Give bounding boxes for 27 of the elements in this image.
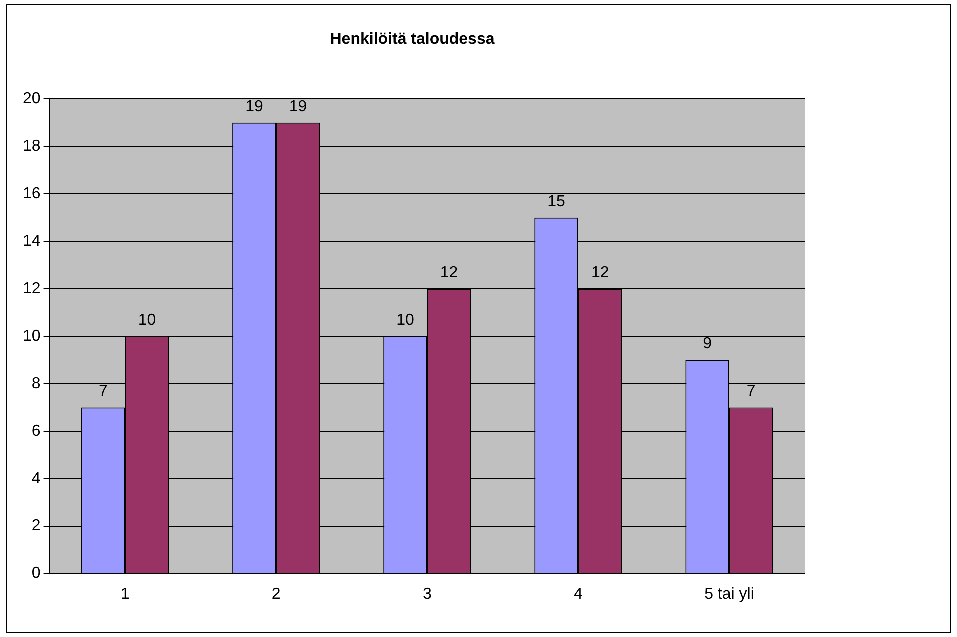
y-tick-label: 12 <box>23 280 41 298</box>
y-tick-label: 14 <box>23 232 41 250</box>
x-tick-label: 4 <box>574 586 583 603</box>
data-label: 10 <box>138 312 156 329</box>
data-label: 19 <box>289 98 308 116</box>
data-label: 19 <box>246 98 264 116</box>
y-tick-label: 4 <box>32 470 41 488</box>
y-tick-label: 18 <box>23 138 41 156</box>
y-tick-label: 0 <box>32 565 41 582</box>
data-label: 12 <box>440 264 458 282</box>
y-tick-label: 8 <box>32 375 41 392</box>
data-label: 7 <box>746 383 756 400</box>
y-tick-label: 10 <box>23 328 41 345</box>
y-tick-label: 2 <box>32 518 41 535</box>
y-tick-label: 20 <box>23 90 41 108</box>
data-label: 12 <box>591 264 610 282</box>
data-label: 9 <box>703 336 712 353</box>
x-tick-label: 1 <box>120 586 130 603</box>
x-tick-label: 3 <box>422 586 432 603</box>
data-label: 10 <box>396 312 414 329</box>
x-tick-label: 2 <box>272 586 281 603</box>
data-label: 15 <box>548 193 566 210</box>
x-tick-label: 5 tai yli <box>704 586 754 603</box>
chart-title: Henkilöitä taloudessa <box>330 31 495 48</box>
y-tick-label: 6 <box>32 422 41 440</box>
data-label: 7 <box>98 383 108 400</box>
y-tick-label: 16 <box>23 186 41 203</box>
